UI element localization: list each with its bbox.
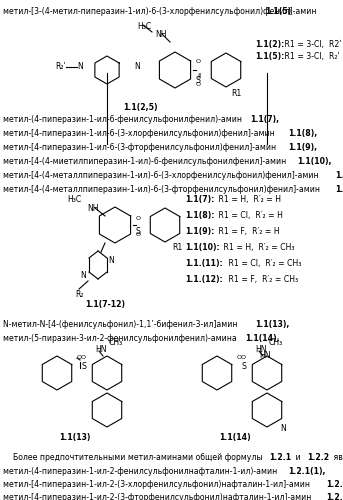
Text: 1.1(7):: 1.1(7): [185, 195, 214, 204]
Text: 1.1(2,5): 1.1(2,5) [123, 103, 157, 112]
Text: O: O [237, 355, 242, 360]
Text: 1.1(7),: 1.1(7), [250, 115, 279, 124]
Text: N: N [280, 424, 286, 433]
Text: метил-[4-пиперазин-1-ил-2-(3-фторфенилсульфонил)нафталин-1-ил]-амин: метил-[4-пиперазин-1-ил-2-(3-фторфенилсу… [3, 493, 314, 500]
Text: 1.1(13): 1.1(13) [59, 433, 91, 442]
Text: O: O [196, 59, 201, 64]
Text: 1.1.(11):: 1.1.(11): [185, 259, 223, 268]
Text: 1.1(10),: 1.1(10), [297, 157, 332, 166]
Text: 1.2.2: 1.2.2 [307, 453, 329, 462]
Text: S: S [81, 362, 86, 371]
Text: метил-[4-пиперазин-1-ил-2-(3-хлорфенилсульфонил)нафталин-1-ил]-амин: метил-[4-пиперазин-1-ил-2-(3-хлорфенилсу… [3, 480, 312, 489]
Text: O: O [196, 82, 201, 87]
Text: 1.1.(12):: 1.1.(12): [185, 275, 223, 284]
Text: CH₃: CH₃ [109, 338, 123, 347]
Text: R1 = F,  R′₂ = CH₃: R1 = F, R′₂ = CH₃ [225, 275, 298, 284]
Text: 1.2.1(3).: 1.2.1(3). [326, 493, 343, 500]
Text: 1.1(14).: 1.1(14). [245, 334, 280, 343]
Text: .: . [292, 7, 295, 16]
Text: метил-(4-пиперазин-1-ил-2-фенилсульфонилнафталин-1-ил)-амин: метил-(4-пиперазин-1-ил-2-фенилсульфонил… [3, 467, 280, 476]
Text: Более предпочтительными метил-аминами общей формулы: Более предпочтительными метил-аминами об… [3, 453, 265, 462]
Text: метил-[4-(4-металлпиперазин-1-ил)-6-(3-фторфенилсульфонил)фенил]-амин: метил-[4-(4-металлпиперазин-1-ил)-6-(3-ф… [3, 185, 322, 194]
Text: метил-[4-(4-миетилпиперазин-1-ил)-6-фенилсульфонилфенил]-амин: метил-[4-(4-миетилпиперазин-1-ил)-6-фени… [3, 157, 289, 166]
Text: O: O [241, 355, 246, 360]
Text: N: N [80, 271, 86, 280]
Text: N: N [77, 62, 83, 71]
Text: R1 = Cl,  R′₂ = H: R1 = Cl, R′₂ = H [216, 211, 283, 220]
Text: O: O [136, 216, 141, 221]
Text: R1 = H,  R′₂ = H: R1 = H, R′₂ = H [216, 195, 282, 204]
Text: R1 = Cl,  R′₂ = CH₃: R1 = Cl, R′₂ = CH₃ [225, 259, 301, 268]
Text: метил-[4-пиперазин-1-ил-6-(3-хлорфенилсульфонил)фенил]-амин: метил-[4-пиперазин-1-ил-6-(3-хлорфенилсу… [3, 129, 277, 138]
Text: ||: || [197, 73, 201, 78]
Text: R1 = 3-Cl,  R₂ʹ = CH₃.: R1 = 3-Cl, R₂ʹ = CH₃. [282, 52, 343, 61]
Text: O: O [77, 355, 82, 360]
Text: S: S [135, 227, 140, 236]
Text: 1.1(11),: 1.1(11), [335, 171, 343, 180]
Text: 1.1(9),: 1.1(9), [288, 143, 317, 152]
Text: NH: NH [155, 30, 166, 39]
Text: метил-[4-(4-металлпиперазин-1-ил)-6-(3-хлорфенилсульфонил)фенил]-амин: метил-[4-(4-металлпиперазин-1-ил)-6-(3-х… [3, 171, 321, 180]
Text: метил-(4-пиперазин-1-ил-6-фенилсульфонилфенил)-амин: метил-(4-пиперазин-1-ил-6-фенилсульфонил… [3, 115, 245, 124]
Text: 1.2.1(1),: 1.2.1(1), [288, 467, 326, 476]
Text: S: S [196, 76, 201, 85]
Text: N: N [108, 256, 114, 265]
Text: R₂: R₂ [75, 290, 83, 299]
Text: O: O [136, 232, 141, 237]
Text: R1: R1 [172, 243, 182, 252]
Text: являются:: являются: [331, 453, 343, 462]
Text: 1.1(8):: 1.1(8): [185, 211, 214, 220]
Text: метил-(5-пиразин-3-ил-2-фенилсульфонилфенил)-амина: метил-(5-пиразин-3-ил-2-фенилсульфонилфе… [3, 334, 239, 343]
Text: HN: HN [259, 351, 271, 360]
Text: H₃C: H₃C [137, 22, 151, 31]
Text: R1: R1 [231, 89, 241, 98]
Text: O: O [81, 355, 86, 360]
Text: R1 = H,  R′₂ = CH₃: R1 = H, R′₂ = CH₃ [221, 243, 295, 252]
Text: 1.1(2):: 1.1(2): [255, 40, 284, 49]
Text: N: N [134, 62, 140, 71]
Text: S: S [241, 362, 246, 371]
Text: CH₃: CH₃ [269, 338, 283, 347]
Text: 1.2.1(2),: 1.2.1(2), [326, 480, 343, 489]
Text: 1.1(5):: 1.1(5): [255, 52, 284, 61]
Text: NH: NH [87, 204, 98, 213]
Text: R₂ʹ: R₂ʹ [55, 62, 66, 71]
Text: и: и [293, 453, 303, 462]
Text: HN: HN [95, 345, 106, 354]
Text: N-метил-N-[4-(фенилсульфонил)-1,1’-бифенил-3-ил]амин: N-метил-N-[4-(фенилсульфонил)-1,1’-бифен… [3, 320, 240, 329]
Text: H₃C: H₃C [67, 195, 81, 204]
Text: 1.1(5): 1.1(5) [265, 7, 291, 16]
Text: 1.2.1: 1.2.1 [269, 453, 291, 462]
Text: R1 = 3-Cl,  R2ʹ = H.: R1 = 3-Cl, R2ʹ = H. [282, 40, 343, 49]
Text: 1.1(10):: 1.1(10): [185, 243, 220, 252]
Text: 1.1(7-12): 1.1(7-12) [85, 300, 125, 309]
Text: 1.1(9):: 1.1(9): [185, 227, 214, 236]
Text: метил-[4-пиперазин-1-ил-6-(3-фторфенилсульфонил)фенил]-амин: метил-[4-пиперазин-1-ил-6-(3-фторфенилсу… [3, 143, 279, 152]
Text: 1.1(13),: 1.1(13), [255, 320, 289, 329]
Text: 1.1(14): 1.1(14) [219, 433, 251, 442]
Text: R1 = F,  R′₂ = H: R1 = F, R′₂ = H [216, 227, 280, 236]
Text: метил-[3-(4-метил-пиперазин-1-ил)-6-(3-хлорфенилсульфонил)фенил]-амин: метил-[3-(4-метил-пиперазин-1-ил)-6-(3-х… [3, 7, 319, 16]
Text: 1.1(12),: 1.1(12), [335, 185, 343, 194]
Text: HN: HN [255, 345, 267, 354]
Text: 1.1(8),: 1.1(8), [288, 129, 317, 138]
